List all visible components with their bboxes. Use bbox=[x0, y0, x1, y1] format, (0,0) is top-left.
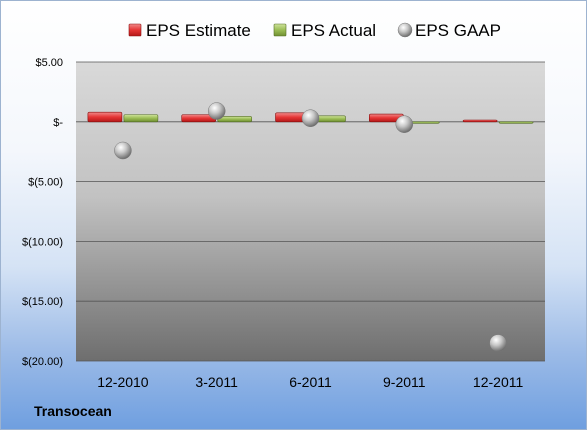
legend-swatch bbox=[273, 23, 287, 37]
eps-gaap-point bbox=[395, 115, 414, 133]
eps-estimate-bar bbox=[462, 119, 498, 123]
eps-gaap-point bbox=[301, 109, 320, 127]
x-category-label: 9-2011 bbox=[383, 374, 426, 390]
eps-gaap-point bbox=[114, 141, 132, 160]
y-tick-label: $(10.00) bbox=[22, 236, 63, 248]
x-category-label: 12-2010 bbox=[97, 374, 149, 390]
y-tick-label: $5.00 bbox=[35, 57, 63, 69]
legend-label: EPS Actual bbox=[291, 21, 376, 40]
eps-gaap-point bbox=[207, 102, 226, 120]
y-tick-label: $(15.00) bbox=[22, 296, 63, 308]
x-category-label: 12-2011 bbox=[473, 374, 524, 390]
legend-label: EPS GAAP bbox=[415, 21, 501, 40]
x-category-label: 3-2011 bbox=[195, 374, 238, 390]
y-tick-label: $(20.00) bbox=[22, 356, 63, 368]
company-label: Transocean bbox=[34, 403, 112, 419]
legend-swatch bbox=[397, 22, 413, 38]
eps-actual-bar bbox=[498, 121, 534, 124]
y-tick-label: $- bbox=[53, 117, 63, 129]
x-category-label: 6-2011 bbox=[289, 374, 332, 390]
plot-area bbox=[76, 62, 545, 361]
legend-label: EPS Estimate bbox=[146, 21, 251, 40]
eps-gaap-point bbox=[489, 334, 507, 352]
legend-swatch bbox=[128, 23, 142, 37]
y-tick-label: $(5.00) bbox=[28, 177, 63, 189]
eps-actual-bar bbox=[123, 114, 159, 123]
eps-estimate-bar bbox=[87, 111, 123, 123]
